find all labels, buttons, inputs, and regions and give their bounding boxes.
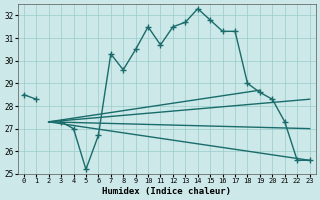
X-axis label: Humidex (Indice chaleur): Humidex (Indice chaleur) <box>102 187 231 196</box>
